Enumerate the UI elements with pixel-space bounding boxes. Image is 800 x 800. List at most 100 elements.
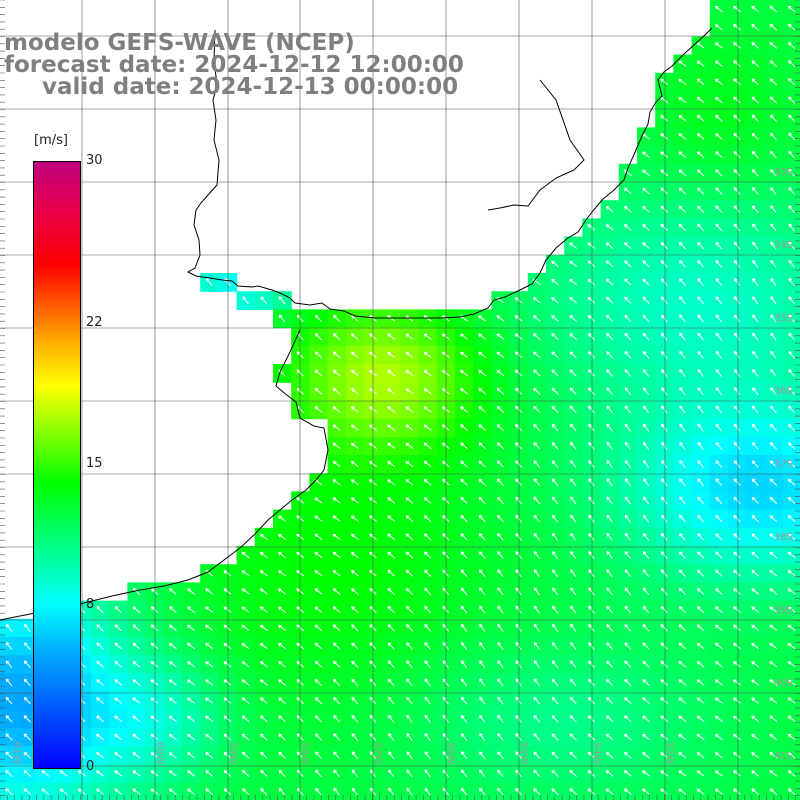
wind-arrow [587, 278, 596, 286]
wind-arrow [733, 460, 741, 468]
wind-arrow [497, 714, 504, 723]
wind-arrow [551, 387, 559, 395]
wind-arrow [769, 460, 777, 468]
wind-arrow [533, 660, 540, 669]
wind-arrow [533, 642, 540, 650]
wind-arrow [679, 514, 686, 523]
wind-arrow [787, 770, 796, 777]
wind-arrow [624, 605, 632, 614]
wind-arrow [460, 642, 468, 650]
wind-arrow [751, 733, 760, 741]
wind-arrow [314, 515, 323, 522]
wind-arrow [715, 460, 723, 468]
wind-arrow [278, 588, 286, 595]
wind-arrow [497, 751, 504, 760]
wind-arrow [114, 715, 123, 722]
wind-arrow [697, 533, 705, 541]
wind-arrow [733, 733, 741, 741]
wind-arrow [350, 497, 359, 504]
wind-arrow [788, 150, 795, 159]
wind-arrow [696, 78, 705, 86]
wind-arrow [569, 333, 577, 341]
wind-arrow [751, 78, 759, 86]
wind-speed-cell [782, 254, 800, 274]
wind-arrow [679, 405, 686, 414]
wind-arrow [569, 405, 577, 414]
wind-arrow [479, 696, 486, 705]
wind-arrow [787, 478, 796, 486]
wind-arrow [624, 332, 632, 341]
wind-arrow [642, 369, 650, 377]
wind-arrow [752, 405, 759, 414]
wind-arrow [96, 642, 104, 650]
wind-arrow [660, 133, 669, 140]
longitude-label: 57W [372, 742, 383, 765]
wind-arrow [405, 533, 414, 541]
wind-arrow [769, 788, 778, 795]
wind-arrow [533, 460, 541, 468]
wind-arrow [733, 569, 741, 577]
wind-arrow [223, 570, 232, 577]
wind-arrow [660, 770, 669, 777]
wind-arrow [478, 787, 486, 796]
wind-arrow [424, 733, 431, 741]
wind-arrow [460, 496, 468, 504]
wind-arrow [788, 259, 795, 268]
wind-arrow [588, 623, 595, 632]
wind-arrow [479, 769, 486, 778]
wind-arrow [551, 660, 559, 669]
wind-arrow [624, 697, 632, 705]
wind-arrow [205, 642, 214, 650]
wind-arrow [387, 424, 396, 431]
wind-arrow [787, 41, 796, 49]
wind-arrow [223, 733, 232, 741]
wind-arrow [132, 624, 141, 632]
wind-arrow [533, 405, 541, 414]
wind-arrow [624, 260, 632, 268]
wind-arrow [587, 296, 596, 304]
wind-arrow [606, 514, 613, 523]
wind-arrow [587, 351, 595, 359]
colorbar [33, 161, 81, 769]
wind-arrow [314, 314, 322, 323]
wind-arrow [351, 660, 359, 668]
wind-arrow [387, 515, 396, 522]
wind-arrow [787, 715, 796, 723]
wind-arrow [769, 551, 778, 559]
wind-arrow [406, 642, 413, 650]
wind-arrow [624, 642, 632, 650]
wind-arrow [114, 697, 123, 704]
wind-arrow [551, 315, 559, 322]
wind-arrow [588, 678, 595, 687]
wind-arrow [642, 332, 650, 341]
wind-arrow [350, 515, 359, 522]
wind-arrow [642, 478, 650, 487]
wind-arrow [132, 733, 141, 741]
wind-arrow [714, 642, 723, 650]
wind-arrow [678, 733, 687, 741]
wind-arrow [752, 387, 759, 396]
wind-arrow [642, 242, 650, 250]
latitude-label: 33S [774, 167, 793, 178]
wind-arrow [533, 623, 540, 632]
wind-arrow [733, 752, 741, 759]
wind-arrow [460, 569, 468, 578]
wind-arrow [679, 332, 686, 341]
wind-arrow [623, 187, 632, 195]
wind-arrow [733, 314, 741, 323]
wind-arrow [715, 114, 723, 122]
wind-arrow [551, 751, 559, 759]
wind-arrow [351, 715, 359, 723]
wind-arrow [679, 478, 686, 487]
wind-arrow [751, 642, 760, 650]
wind-arrow [769, 715, 778, 722]
wind-arrow [332, 570, 341, 577]
wind-arrow [770, 332, 777, 341]
wind-arrow [424, 787, 431, 796]
wind-arrow [660, 278, 668, 286]
wind-arrow [787, 551, 796, 559]
wind-arrow [332, 588, 341, 595]
wind-arrow [660, 260, 668, 268]
wind-arrow [388, 696, 395, 705]
wind-arrow [605, 206, 614, 213]
